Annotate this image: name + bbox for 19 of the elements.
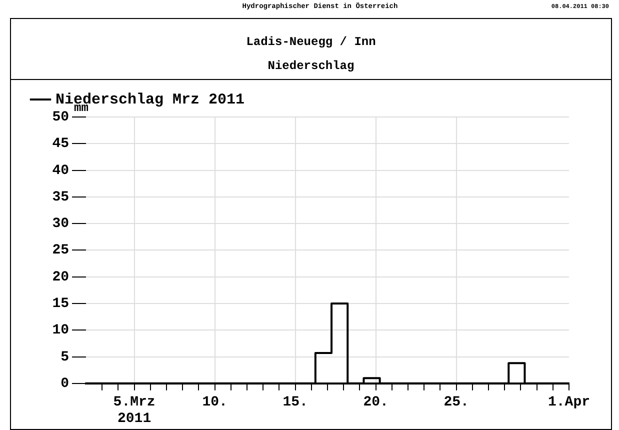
y-tick-label: 15 — [52, 296, 69, 312]
x-tick-label: 15. — [282, 394, 308, 410]
y-tick-label: 50 — [52, 110, 69, 126]
x-tick-label: 10. — [202, 394, 228, 410]
y-tick-label: 35 — [52, 189, 69, 206]
chart-subtitle: Niederschlag — [266, 59, 356, 73]
y-tick-label: 20 — [52, 269, 69, 286]
y-tick-label: 30 — [52, 216, 69, 232]
chart-title: Ladis-Neuegg / Inn — [245, 35, 377, 49]
y-tick-label: 10 — [52, 322, 69, 339]
x-tick-label: 25. — [444, 394, 469, 410]
y-tick-label: 0 — [60, 376, 69, 392]
x-tick-label: 1.Apr — [548, 394, 590, 410]
y-tick-label: 45 — [52, 136, 69, 152]
y-tick-label: 25 — [52, 242, 69, 259]
y-tick-label: 5 — [60, 349, 69, 366]
x-tick-label: 5.Mrz 2011 — [113, 394, 156, 428]
y-tick-label: 40 — [52, 162, 69, 179]
x-tick-label: 20. — [363, 394, 388, 410]
